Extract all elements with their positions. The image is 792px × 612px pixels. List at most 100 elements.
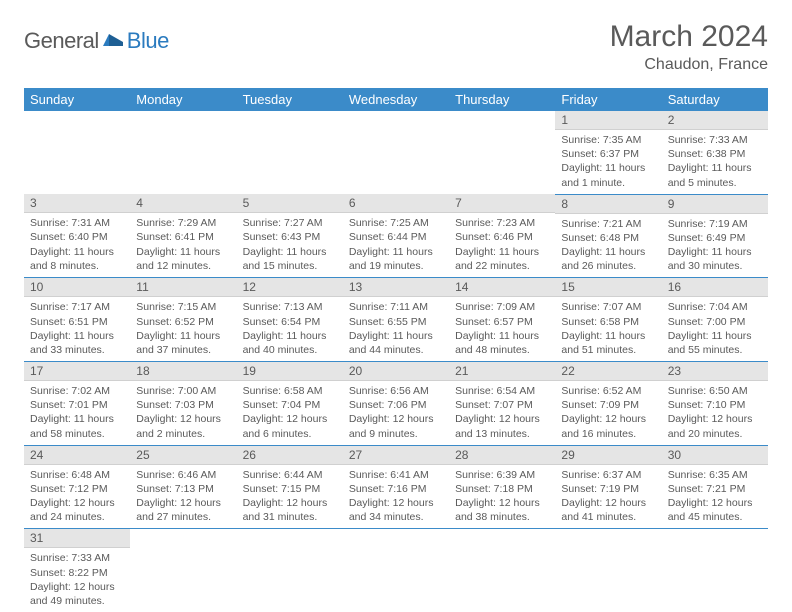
logo: General Blue: [24, 28, 169, 54]
day-cell: 8Sunrise: 7:21 AMSunset: 6:48 PMDaylight…: [555, 194, 661, 278]
day-cell: [449, 111, 555, 194]
day-cell: [237, 529, 343, 612]
day-cell: 30Sunrise: 6:35 AMSunset: 7:21 PMDayligh…: [662, 445, 768, 529]
day-header: Thursday: [449, 88, 555, 111]
calendar-body: 1Sunrise: 7:35 AMSunset: 6:37 PMDaylight…: [24, 111, 768, 612]
day-number: 15: [555, 278, 661, 297]
day-cell: 10Sunrise: 7:17 AMSunset: 6:51 PMDayligh…: [24, 278, 130, 362]
day-cell: 2Sunrise: 7:33 AMSunset: 6:38 PMDaylight…: [662, 111, 768, 194]
day-cell: [237, 111, 343, 194]
day-details: Sunrise: 7:04 AMSunset: 7:00 PMDaylight:…: [662, 297, 768, 361]
flag-icon: [103, 32, 125, 48]
day-details: Sunrise: 7:11 AMSunset: 6:55 PMDaylight:…: [343, 297, 449, 361]
day-details: Sunrise: 6:50 AMSunset: 7:10 PMDaylight:…: [662, 381, 768, 445]
day-details: Sunrise: 7:33 AMSunset: 8:22 PMDaylight:…: [24, 548, 130, 612]
day-cell: 21Sunrise: 6:54 AMSunset: 7:07 PMDayligh…: [449, 362, 555, 446]
day-details: Sunrise: 7:07 AMSunset: 6:58 PMDaylight:…: [555, 297, 661, 361]
day-number: 22: [555, 362, 661, 381]
day-cell: 16Sunrise: 7:04 AMSunset: 7:00 PMDayligh…: [662, 278, 768, 362]
day-cell: [555, 529, 661, 612]
day-cell: 22Sunrise: 6:52 AMSunset: 7:09 PMDayligh…: [555, 362, 661, 446]
day-cell: 26Sunrise: 6:44 AMSunset: 7:15 PMDayligh…: [237, 445, 343, 529]
day-cell: 1Sunrise: 7:35 AMSunset: 6:37 PMDaylight…: [555, 111, 661, 194]
day-cell: [343, 111, 449, 194]
logo-text-general: General: [24, 28, 99, 54]
day-number: 19: [237, 362, 343, 381]
day-number: 24: [24, 446, 130, 465]
day-number: 30: [662, 446, 768, 465]
day-cell: 13Sunrise: 7:11 AMSunset: 6:55 PMDayligh…: [343, 278, 449, 362]
day-cell: [449, 529, 555, 612]
day-header: Saturday: [662, 88, 768, 111]
day-cell: 7Sunrise: 7:23 AMSunset: 6:46 PMDaylight…: [449, 194, 555, 278]
day-number: 28: [449, 446, 555, 465]
day-number: 18: [130, 362, 236, 381]
day-details: Sunrise: 6:37 AMSunset: 7:19 PMDaylight:…: [555, 465, 661, 529]
day-cell: 18Sunrise: 7:00 AMSunset: 7:03 PMDayligh…: [130, 362, 236, 446]
day-number: 4: [130, 194, 236, 213]
day-number: 13: [343, 278, 449, 297]
day-number: 26: [237, 446, 343, 465]
week-row: 1Sunrise: 7:35 AMSunset: 6:37 PMDaylight…: [24, 111, 768, 194]
day-number: 3: [24, 194, 130, 213]
day-number: 29: [555, 446, 661, 465]
day-number: 20: [343, 362, 449, 381]
day-details: Sunrise: 7:31 AMSunset: 6:40 PMDaylight:…: [24, 213, 130, 277]
day-cell: 19Sunrise: 6:58 AMSunset: 7:04 PMDayligh…: [237, 362, 343, 446]
day-number: 31: [24, 529, 130, 548]
day-number: 25: [130, 446, 236, 465]
week-row: 31Sunrise: 7:33 AMSunset: 8:22 PMDayligh…: [24, 529, 768, 612]
day-number: 2: [662, 111, 768, 130]
week-row: 17Sunrise: 7:02 AMSunset: 7:01 PMDayligh…: [24, 362, 768, 446]
day-cell: [130, 111, 236, 194]
day-cell: 27Sunrise: 6:41 AMSunset: 7:16 PMDayligh…: [343, 445, 449, 529]
day-details: Sunrise: 7:27 AMSunset: 6:43 PMDaylight:…: [237, 213, 343, 277]
day-details: Sunrise: 6:54 AMSunset: 7:07 PMDaylight:…: [449, 381, 555, 445]
day-cell: 9Sunrise: 7:19 AMSunset: 6:49 PMDaylight…: [662, 194, 768, 278]
logo-text-blue: Blue: [127, 28, 169, 54]
day-details: Sunrise: 7:23 AMSunset: 6:46 PMDaylight:…: [449, 213, 555, 277]
day-cell: 6Sunrise: 7:25 AMSunset: 6:44 PMDaylight…: [343, 194, 449, 278]
title-block: March 2024 Chaudon, France: [610, 20, 768, 74]
day-number: 21: [449, 362, 555, 381]
day-header: Friday: [555, 88, 661, 111]
day-details: Sunrise: 6:58 AMSunset: 7:04 PMDaylight:…: [237, 381, 343, 445]
day-cell: 20Sunrise: 6:56 AMSunset: 7:06 PMDayligh…: [343, 362, 449, 446]
day-number: 27: [343, 446, 449, 465]
day-details: Sunrise: 7:33 AMSunset: 6:38 PMDaylight:…: [662, 130, 768, 194]
day-cell: 29Sunrise: 6:37 AMSunset: 7:19 PMDayligh…: [555, 445, 661, 529]
day-header: Monday: [130, 88, 236, 111]
day-header: Tuesday: [237, 88, 343, 111]
day-details: Sunrise: 7:13 AMSunset: 6:54 PMDaylight:…: [237, 297, 343, 361]
day-details: Sunrise: 6:56 AMSunset: 7:06 PMDaylight:…: [343, 381, 449, 445]
day-cell: 11Sunrise: 7:15 AMSunset: 6:52 PMDayligh…: [130, 278, 236, 362]
day-cell: 15Sunrise: 7:07 AMSunset: 6:58 PMDayligh…: [555, 278, 661, 362]
day-number: 11: [130, 278, 236, 297]
day-cell: 17Sunrise: 7:02 AMSunset: 7:01 PMDayligh…: [24, 362, 130, 446]
day-number: 9: [662, 195, 768, 214]
week-row: 10Sunrise: 7:17 AMSunset: 6:51 PMDayligh…: [24, 278, 768, 362]
day-details: Sunrise: 6:46 AMSunset: 7:13 PMDaylight:…: [130, 465, 236, 529]
day-number: 23: [662, 362, 768, 381]
day-details: Sunrise: 7:15 AMSunset: 6:52 PMDaylight:…: [130, 297, 236, 361]
day-details: Sunrise: 7:02 AMSunset: 7:01 PMDaylight:…: [24, 381, 130, 445]
day-cell: 3Sunrise: 7:31 AMSunset: 6:40 PMDaylight…: [24, 194, 130, 278]
day-cell: 5Sunrise: 7:27 AMSunset: 6:43 PMDaylight…: [237, 194, 343, 278]
day-details: Sunrise: 6:41 AMSunset: 7:16 PMDaylight:…: [343, 465, 449, 529]
day-cell: 25Sunrise: 6:46 AMSunset: 7:13 PMDayligh…: [130, 445, 236, 529]
day-cell: 28Sunrise: 6:39 AMSunset: 7:18 PMDayligh…: [449, 445, 555, 529]
day-cell: [130, 529, 236, 612]
day-number: 16: [662, 278, 768, 297]
day-details: Sunrise: 7:29 AMSunset: 6:41 PMDaylight:…: [130, 213, 236, 277]
location: Chaudon, France: [610, 56, 768, 74]
day-details: Sunrise: 7:35 AMSunset: 6:37 PMDaylight:…: [555, 130, 661, 194]
day-cell: [662, 529, 768, 612]
day-details: Sunrise: 7:17 AMSunset: 6:51 PMDaylight:…: [24, 297, 130, 361]
day-details: Sunrise: 6:48 AMSunset: 7:12 PMDaylight:…: [24, 465, 130, 529]
day-cell: 14Sunrise: 7:09 AMSunset: 6:57 PMDayligh…: [449, 278, 555, 362]
day-number: 7: [449, 194, 555, 213]
day-number: 17: [24, 362, 130, 381]
day-header: Wednesday: [343, 88, 449, 111]
day-details: Sunrise: 6:39 AMSunset: 7:18 PMDaylight:…: [449, 465, 555, 529]
calendar-table: SundayMondayTuesdayWednesdayThursdayFrid…: [24, 88, 768, 612]
